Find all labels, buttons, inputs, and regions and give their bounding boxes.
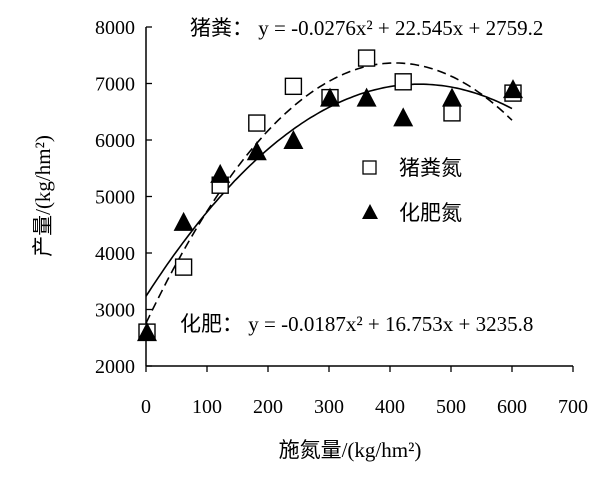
y-axis-ticks: 2000 3000 4000 5000 6000 7000 8000: [95, 17, 152, 378]
fertilizer-point: [442, 87, 462, 107]
legend: 猪粪氮 化肥氮: [362, 156, 462, 225]
fertilizer-point: [246, 141, 267, 161]
y-axis-label: 产量/(kg/hm²): [31, 135, 55, 257]
fertilizer-point: [283, 130, 304, 149]
x-tick-label: 200: [253, 396, 283, 418]
legend-label-fertilizer: 化肥氮: [399, 201, 462, 225]
manure-point: [443, 104, 461, 122]
fertilizer-point: [503, 79, 523, 99]
x-tick-label: 700: [558, 396, 588, 418]
x-axis-label-text: 施氮量/(kg/hm²): [279, 438, 422, 462]
manure-point: [248, 114, 266, 132]
y-tick-label: 6000: [95, 130, 135, 152]
manure-point: [284, 77, 303, 96]
fertilizer-equation-text: y = -0.0187x² + 16.753x + 3235.8: [248, 312, 533, 336]
manure-point: [174, 258, 193, 276]
legend-marker-fertilizer: [362, 204, 378, 219]
manure-equation-prefix: 猪粪：: [190, 16, 253, 40]
manure-point: [357, 49, 376, 67]
legend-marker-manure: [362, 160, 377, 175]
fertilizer-point: [356, 87, 377, 107]
fertilizer-point: [173, 211, 194, 231]
y-tick-label: 2000: [95, 356, 135, 378]
y-tick-label: 5000: [95, 187, 135, 209]
fertilizer-point: [320, 87, 340, 107]
x-tick-label: 100: [192, 396, 222, 418]
x-tick-label: 0: [141, 396, 151, 418]
y-tick-label: 7000: [95, 74, 135, 96]
x-tick-label: 300: [314, 396, 344, 418]
fertilizer-equation: 化肥： y = -0.0187x² + 16.753x + 3235.8: [180, 312, 533, 336]
fertilizer-point: [210, 163, 231, 183]
x-axis-label: 施氮量/(kg/hm²): [279, 438, 422, 462]
manure-equation-text: y = -0.0276x² + 22.545x + 2759.2: [258, 16, 543, 40]
data-points: [137, 49, 523, 342]
fertilizer-fit-curve: [145, 83, 513, 297]
manure-equation: 猪粪： y = -0.0276x² + 22.545x + 2759.2: [190, 16, 543, 40]
y-tick-label: 3000: [95, 300, 135, 322]
manure-point: [394, 73, 412, 91]
x-axis-ticks: 0 100 200 300 400 500 600 700: [141, 366, 588, 418]
y-tick-label: 4000: [95, 243, 135, 265]
fertilizer-point: [393, 107, 414, 127]
fertilizer-equation-prefix: 化肥：: [180, 312, 243, 336]
legend-label-manure: 猪粪氮: [399, 156, 462, 180]
y-axis-label-text: 产量/(kg/hm²): [31, 135, 55, 257]
y-tick-label: 8000: [95, 17, 135, 39]
x-tick-label: 600: [497, 396, 527, 418]
fit-curves: [145, 62, 513, 324]
x-tick-label: 400: [375, 396, 405, 418]
x-tick-label: 500: [436, 396, 466, 418]
fertilizer-point: [137, 322, 157, 342]
